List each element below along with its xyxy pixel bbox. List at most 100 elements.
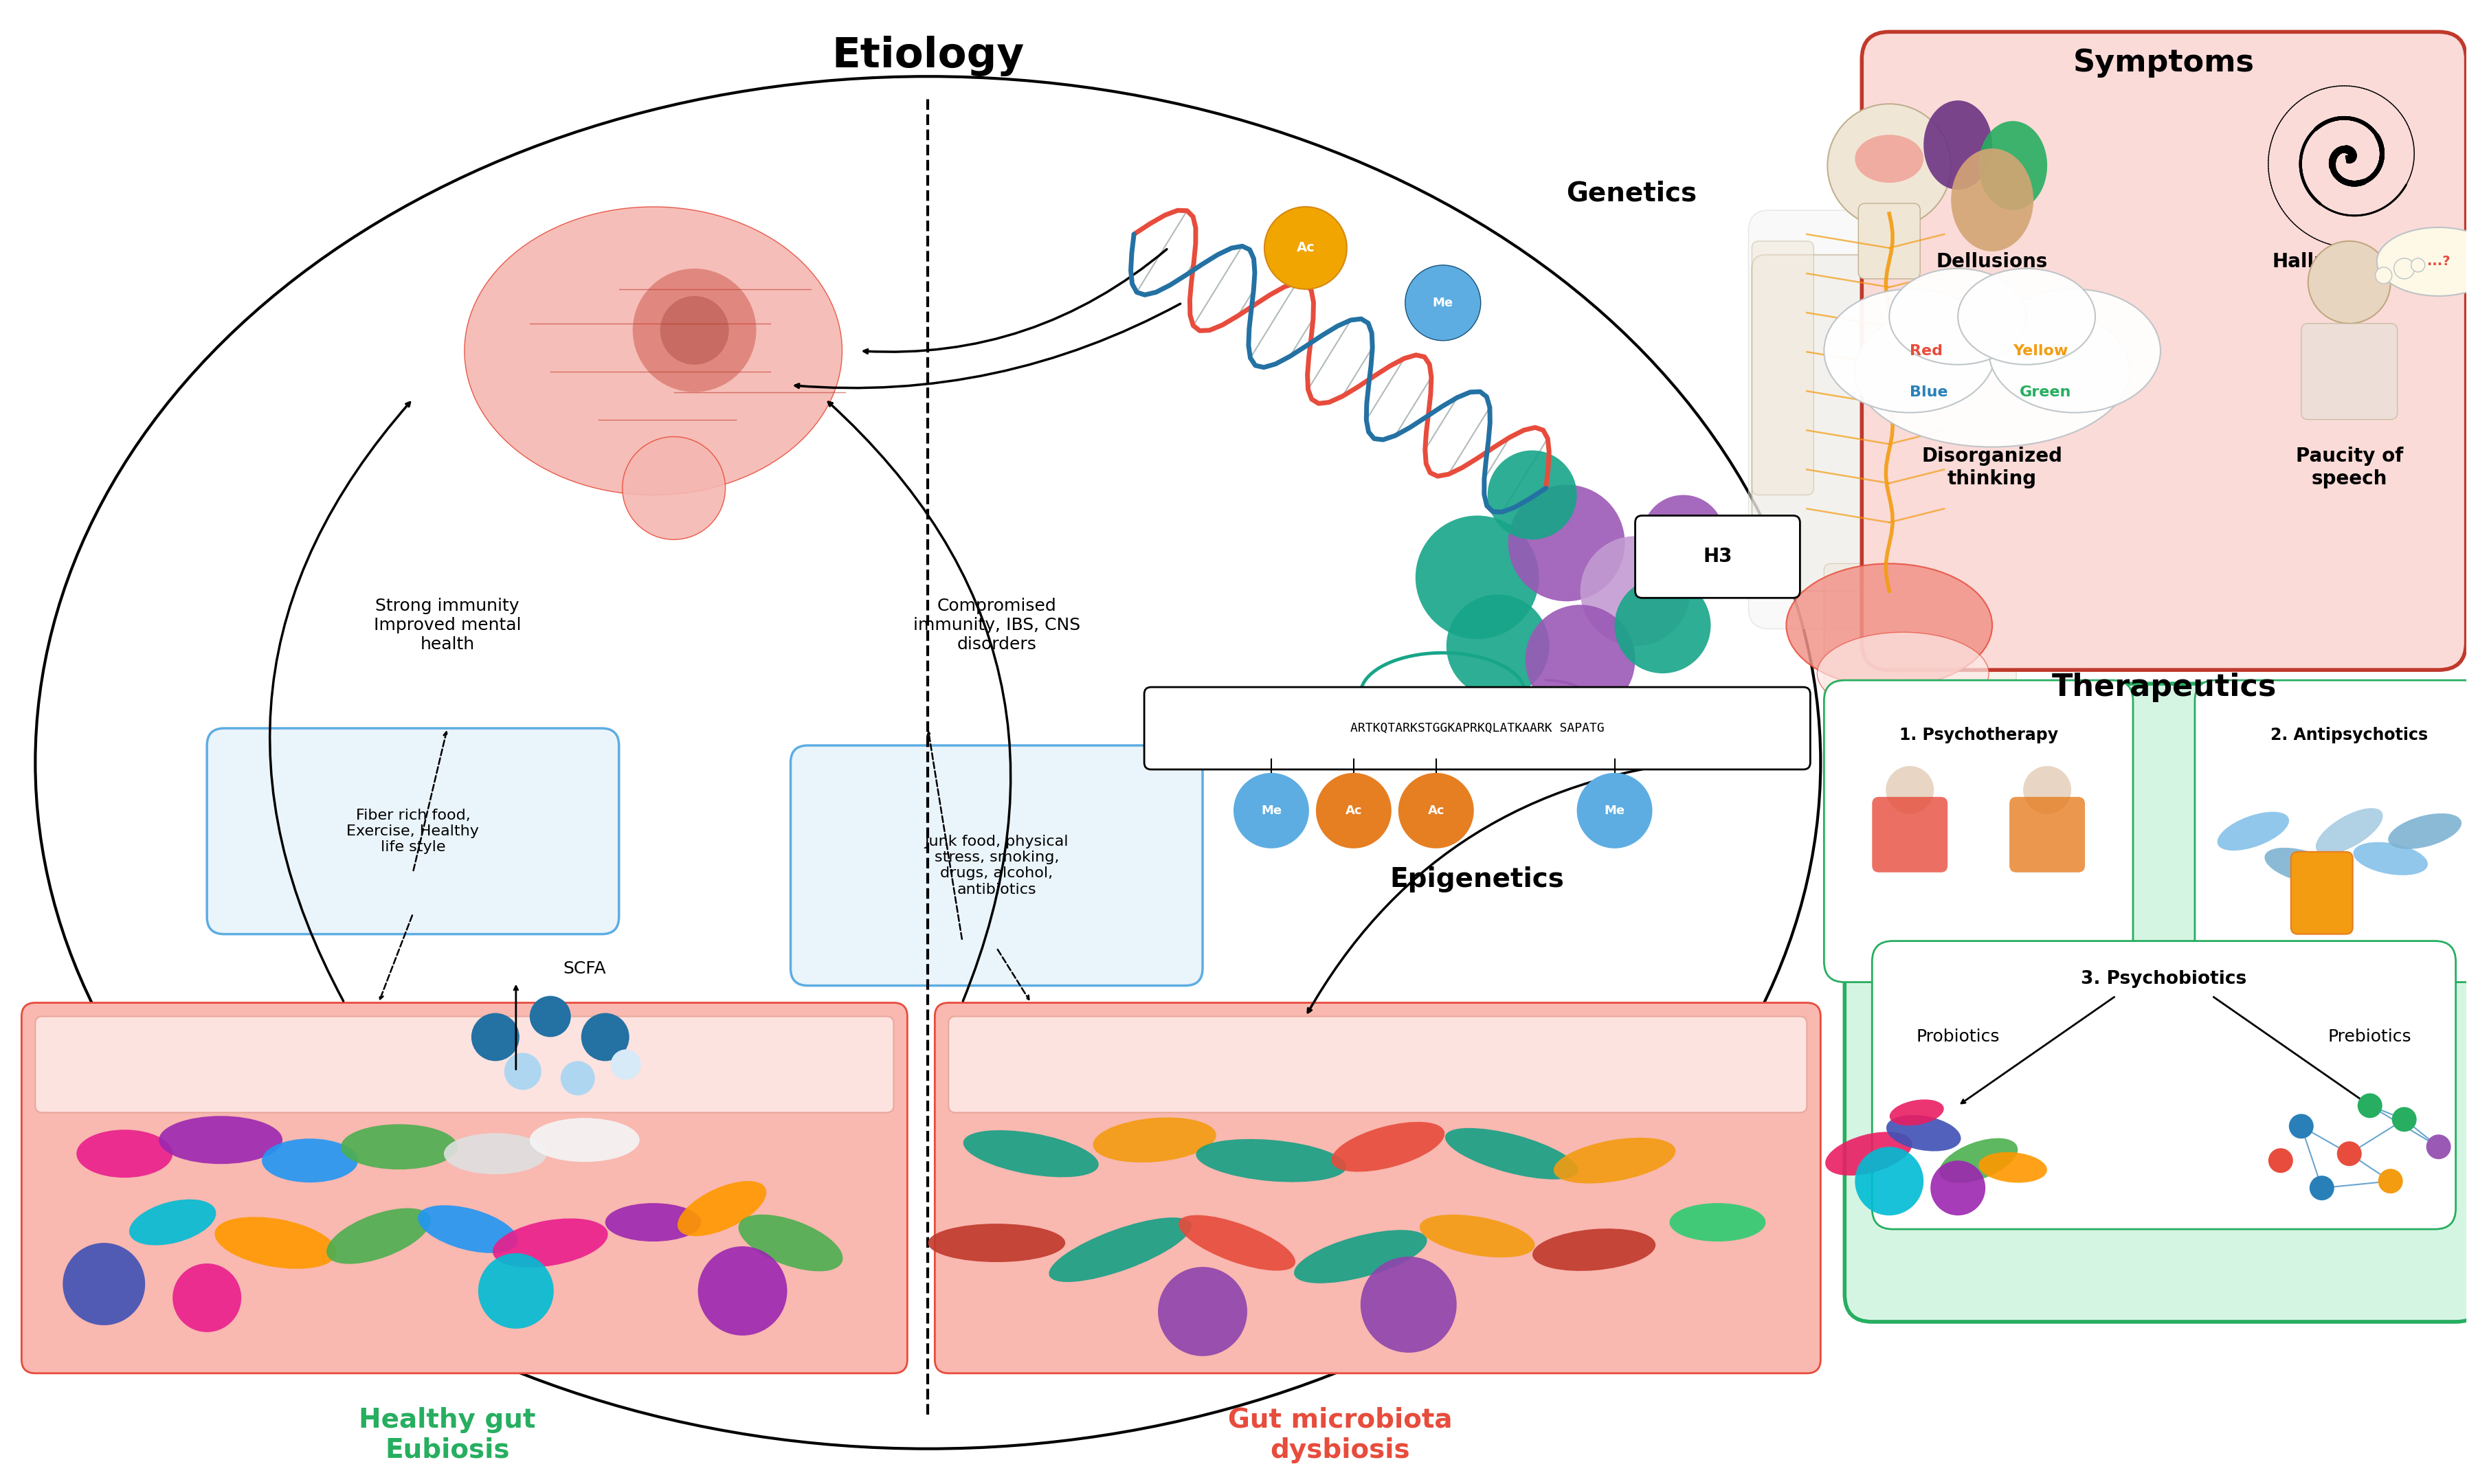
Ellipse shape: [1295, 1230, 1426, 1284]
Text: Compromised
immunity, IBS, CNS
disorders: Compromised immunity, IBS, CNS disorders: [913, 598, 1081, 653]
Text: Disorganized
thinking: Disorganized thinking: [1922, 447, 2062, 488]
Text: Ac: Ac: [1428, 804, 1446, 816]
Ellipse shape: [738, 1214, 844, 1272]
Circle shape: [2023, 766, 2072, 815]
FancyBboxPatch shape: [1872, 797, 1946, 873]
Circle shape: [2376, 267, 2393, 283]
FancyBboxPatch shape: [1872, 941, 2455, 1229]
FancyBboxPatch shape: [1749, 211, 2030, 629]
FancyBboxPatch shape: [35, 1017, 893, 1113]
Circle shape: [62, 1244, 146, 1325]
Ellipse shape: [1924, 101, 1993, 190]
Text: Etiology: Etiology: [831, 36, 1024, 76]
Circle shape: [632, 269, 757, 392]
FancyBboxPatch shape: [1858, 203, 1919, 279]
Circle shape: [1581, 536, 1690, 646]
Ellipse shape: [1979, 1152, 2048, 1183]
Text: Therapeutics: Therapeutics: [2053, 672, 2277, 702]
Circle shape: [2410, 258, 2425, 272]
Ellipse shape: [1818, 632, 1988, 715]
Circle shape: [1359, 1257, 1456, 1353]
Circle shape: [1507, 485, 1626, 601]
Circle shape: [1234, 773, 1310, 849]
Text: Gut microbiota
dysbiosis: Gut microbiota dysbiosis: [1229, 1407, 1453, 1463]
Text: Red: Red: [1909, 344, 1949, 358]
Ellipse shape: [1951, 148, 2033, 251]
Circle shape: [2289, 1114, 2314, 1138]
Circle shape: [2425, 1134, 2450, 1159]
FancyBboxPatch shape: [1942, 564, 2016, 838]
FancyBboxPatch shape: [2011, 797, 2085, 873]
Ellipse shape: [76, 1129, 173, 1178]
FancyBboxPatch shape: [1145, 687, 1811, 769]
Circle shape: [173, 1263, 242, 1333]
Ellipse shape: [1890, 1100, 1944, 1125]
FancyBboxPatch shape: [1752, 255, 2025, 591]
Text: Me: Me: [1261, 804, 1283, 816]
Ellipse shape: [1554, 1138, 1675, 1183]
Ellipse shape: [2317, 809, 2383, 855]
Ellipse shape: [158, 1116, 284, 1163]
Ellipse shape: [1939, 1138, 2018, 1183]
Circle shape: [1157, 1267, 1248, 1356]
Circle shape: [612, 1049, 641, 1079]
Ellipse shape: [962, 1131, 1098, 1177]
Text: Dellusions: Dellusions: [1937, 252, 2048, 272]
Circle shape: [2267, 1149, 2292, 1172]
Circle shape: [1315, 773, 1391, 849]
FancyBboxPatch shape: [2292, 852, 2354, 933]
Circle shape: [2358, 1094, 2383, 1117]
Ellipse shape: [444, 1134, 548, 1174]
Text: Ac: Ac: [1295, 242, 1315, 254]
Text: Hallucinations: Hallucinations: [2272, 252, 2425, 272]
Ellipse shape: [1446, 1128, 1579, 1180]
FancyBboxPatch shape: [947, 1017, 1806, 1113]
Ellipse shape: [1532, 1229, 1655, 1270]
Text: Me: Me: [1604, 804, 1626, 816]
Circle shape: [1576, 773, 1653, 849]
Circle shape: [1643, 496, 1724, 577]
Circle shape: [1399, 773, 1473, 849]
Ellipse shape: [493, 1218, 607, 1267]
Ellipse shape: [1196, 1140, 1347, 1183]
FancyBboxPatch shape: [2013, 240, 2075, 496]
Circle shape: [2309, 240, 2391, 324]
Circle shape: [1446, 595, 1549, 697]
Ellipse shape: [1179, 1215, 1295, 1270]
Ellipse shape: [2265, 847, 2339, 883]
Text: Symptoms: Symptoms: [2072, 47, 2255, 77]
Circle shape: [661, 295, 728, 365]
Circle shape: [1855, 1147, 1924, 1215]
FancyBboxPatch shape: [1845, 684, 2467, 1322]
FancyBboxPatch shape: [1752, 240, 1813, 496]
FancyBboxPatch shape: [22, 1003, 908, 1373]
Circle shape: [1406, 266, 1480, 341]
Ellipse shape: [1887, 1114, 1961, 1152]
Ellipse shape: [678, 1181, 767, 1236]
Ellipse shape: [1093, 1117, 1216, 1162]
Circle shape: [560, 1061, 595, 1095]
Ellipse shape: [1988, 289, 2161, 413]
FancyBboxPatch shape: [1863, 31, 2467, 669]
Ellipse shape: [2376, 227, 2467, 295]
Ellipse shape: [128, 1199, 217, 1245]
Circle shape: [1828, 104, 1951, 227]
Text: Ac: Ac: [1345, 804, 1362, 816]
Ellipse shape: [1419, 1214, 1534, 1257]
Circle shape: [530, 996, 570, 1037]
FancyBboxPatch shape: [935, 1003, 1821, 1373]
Circle shape: [2378, 1169, 2403, 1193]
Circle shape: [1932, 1160, 1986, 1215]
Circle shape: [503, 1052, 540, 1089]
Circle shape: [1525, 605, 1636, 715]
Ellipse shape: [1826, 1132, 1912, 1175]
FancyBboxPatch shape: [2196, 680, 2467, 982]
Ellipse shape: [1855, 135, 1924, 183]
Ellipse shape: [530, 1117, 639, 1162]
Circle shape: [2336, 1141, 2361, 1166]
Ellipse shape: [1786, 564, 1993, 687]
Ellipse shape: [1890, 269, 2025, 365]
Circle shape: [1416, 515, 1539, 640]
Ellipse shape: [2354, 841, 2428, 876]
Circle shape: [698, 1247, 787, 1336]
